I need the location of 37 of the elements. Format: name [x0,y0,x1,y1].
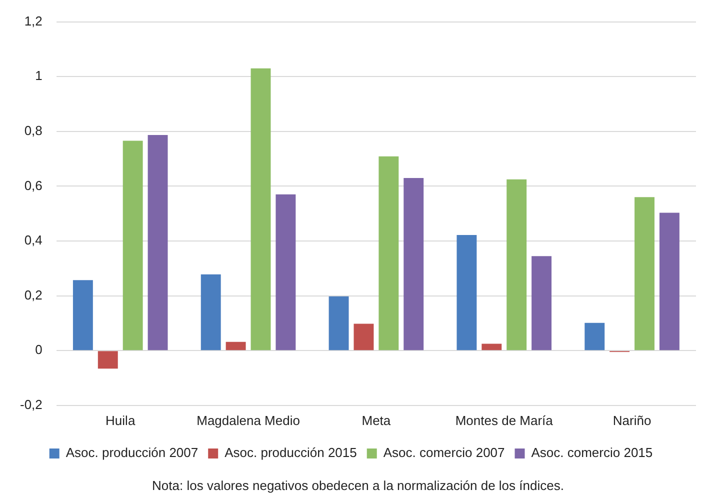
legend-label: Asoc. producción 2015 [224,445,357,460]
y-tick-label: 0,2 [24,287,42,302]
bar [532,256,552,350]
bar [506,179,527,350]
bar [378,156,399,350]
legend-label: Asoc. producción 2007 [66,445,198,460]
bar [98,351,118,369]
text: Nota: los valores negativos obedecen a la normalización de los índices. [151,478,565,493]
x-tick-label: Nariño [612,412,652,428]
bar [226,342,246,350]
y-tick-label: 1 [35,68,42,84]
x-tick-label: Montes de María [455,412,554,428]
bar [634,197,654,350]
bar [72,280,93,350]
legend-label: Asoc. comercio 2015 [531,445,653,460]
bar [250,68,271,350]
legend-label: Asoc. comercio 2007 [383,445,505,460]
y-tick-label: -0,2 [20,396,42,412]
y-tick-label: 1,2 [24,13,42,28]
bar [328,296,349,350]
x-tick-label: Huila [106,412,136,428]
x-tick-label: Magdalena Medio [196,412,300,428]
bar [584,322,605,350]
bar [404,178,424,350]
y-tick-label: 0,8 [24,122,42,138]
bar [659,212,680,350]
bar [200,274,221,350]
bar [456,234,477,350]
y-tick-label: 0,6 [24,178,42,193]
x-tick-label: Meta [362,412,392,428]
y-tick-label: 0,4 [24,232,42,248]
bar [148,134,168,350]
y-tick-label: 0 [35,342,42,358]
bar [482,344,502,350]
bar [122,140,143,350]
bar [354,324,374,350]
bar [276,194,296,350]
